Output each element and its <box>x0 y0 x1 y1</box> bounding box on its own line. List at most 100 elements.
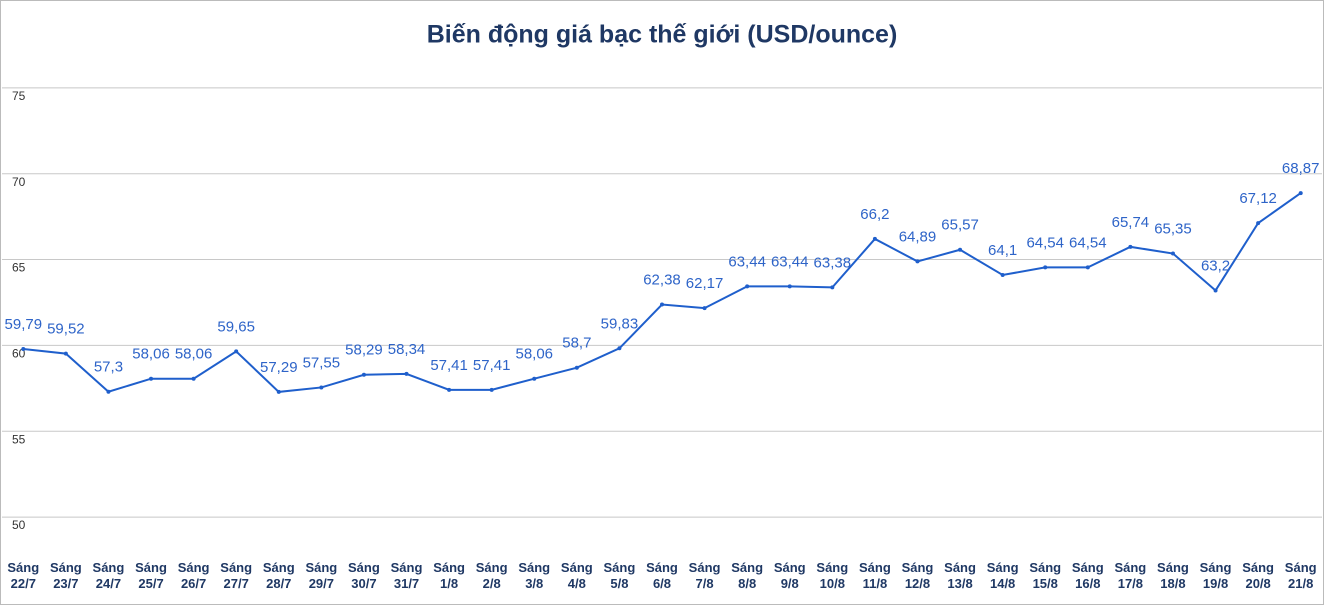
x-tick-label: Sáng 28/7 <box>262 560 295 591</box>
data-label: 58,7 <box>562 335 591 352</box>
data-label: 64,54 <box>1026 234 1064 251</box>
point <box>361 372 366 377</box>
x-tick-label: Sáng 19/8 <box>1199 560 1232 591</box>
point <box>617 346 622 351</box>
data-label: 63,2 <box>1201 257 1230 274</box>
data-label: 59,52 <box>47 321 85 338</box>
data-label: 67,12 <box>1239 190 1277 207</box>
point <box>234 349 239 354</box>
point <box>1128 244 1133 249</box>
data-label: 58,06 <box>515 346 553 363</box>
x-tick-label: Sáng 14/8 <box>986 560 1019 591</box>
x-tick-label: Sáng 20/8 <box>1242 560 1275 591</box>
x-tick-label: Sáng 24/7 <box>92 560 125 591</box>
point <box>1170 251 1175 256</box>
point <box>660 302 664 307</box>
point <box>21 346 26 351</box>
x-tick-label: Sáng 18/8 <box>1157 560 1189 591</box>
data-label: 65,35 <box>1154 220 1192 237</box>
data-label: 58,29 <box>345 342 383 359</box>
x-tick-label: Sáng 10/8 <box>816 560 849 591</box>
y-tick-label: 55 <box>12 432 26 446</box>
x-tick-label: Sáng 25/7 <box>135 560 167 591</box>
x-tick-label: Sáng 23/7 <box>49 560 82 591</box>
point <box>872 236 877 241</box>
data-label: 63,38 <box>814 254 852 271</box>
data-label: 59,65 <box>217 318 255 335</box>
x-tick-label: Sáng 11/8 <box>858 560 891 591</box>
data-label: 57,29 <box>260 359 298 376</box>
point <box>404 371 409 376</box>
data-label: 63,44 <box>771 253 809 270</box>
x-tick-label: Sáng 30/7 <box>348 560 380 591</box>
y-tick-label: 75 <box>12 89 26 103</box>
y-tick-label: 70 <box>12 175 26 189</box>
x-tick-label: Sáng 4/8 <box>560 560 593 591</box>
data-label: 59,79 <box>5 316 43 333</box>
point <box>447 387 452 392</box>
point <box>63 351 68 356</box>
chart-title: Biến động giá bạc thế giới (USD/ounce) <box>427 21 898 49</box>
point <box>702 306 707 311</box>
line <box>23 192 1302 393</box>
data-label: 62,38 <box>643 271 681 288</box>
point <box>1298 191 1303 196</box>
data-label: 57,55 <box>303 354 341 371</box>
x-tick-label: Sáng 31/7 <box>390 560 423 591</box>
data-label: 64,1 <box>988 242 1017 259</box>
point <box>1043 265 1048 270</box>
point <box>958 247 963 252</box>
point <box>276 389 281 394</box>
x-tick-label: Sáng 1/8 <box>433 560 465 591</box>
point <box>191 376 196 381</box>
x-tick-label: Sáng 5/8 <box>603 560 636 591</box>
data-label: 65,57 <box>941 217 979 234</box>
x-tick-label: Sáng 3/8 <box>518 560 551 591</box>
data-label: 66,2 <box>860 206 889 223</box>
data-label: 57,3 <box>94 359 123 376</box>
point <box>1000 272 1005 277</box>
data-label: 64,89 <box>899 228 937 245</box>
x-tick-label: Sáng 26/7 <box>177 560 210 591</box>
point <box>787 284 792 289</box>
data-label: 65,74 <box>1112 214 1150 231</box>
x-tick-label: Sáng 12/8 <box>901 560 934 591</box>
point <box>574 365 579 370</box>
point <box>915 259 920 264</box>
data-label: 62,17 <box>686 275 724 292</box>
point <box>1256 221 1261 226</box>
x-tick-label: Sáng 2/8 <box>475 560 508 591</box>
data-label: 58,34 <box>388 341 426 358</box>
x-tick-label: Sáng 27/7 <box>220 560 253 591</box>
x-tick-label: Sáng 13/8 <box>944 560 976 591</box>
point <box>1085 265 1090 270</box>
data-label: 64,54 <box>1069 234 1107 251</box>
y-tick-label: 65 <box>12 261 26 275</box>
point <box>319 385 324 390</box>
point <box>745 284 750 289</box>
x-tick-label: Sáng 8/8 <box>731 560 764 591</box>
x-tick-label: Sáng 16/8 <box>1071 560 1104 591</box>
point <box>532 376 537 381</box>
data-label: 58,06 <box>132 346 170 363</box>
x-tick-label: Sáng 17/8 <box>1114 560 1147 591</box>
x-tick-label: Sáng 7/8 <box>688 560 721 591</box>
point <box>149 376 154 381</box>
y-tick-label: 50 <box>12 518 26 532</box>
point <box>830 285 835 290</box>
data-label: 68,87 <box>1282 160 1320 177</box>
data-label: 63,44 <box>728 253 766 270</box>
x-tick-label: Sáng 15/8 <box>1029 560 1062 591</box>
point <box>1213 288 1218 293</box>
data-label: 58,06 <box>175 346 213 363</box>
point <box>106 389 111 394</box>
x-tick-label: Sáng 22/7 <box>7 560 40 591</box>
x-tick-label: Sáng 9/8 <box>773 560 806 591</box>
x-tick-label: Sáng 6/8 <box>646 560 678 591</box>
data-label: 57,41 <box>430 357 468 374</box>
point <box>489 387 494 392</box>
x-tick-label: Sáng 29/7 <box>305 560 338 591</box>
